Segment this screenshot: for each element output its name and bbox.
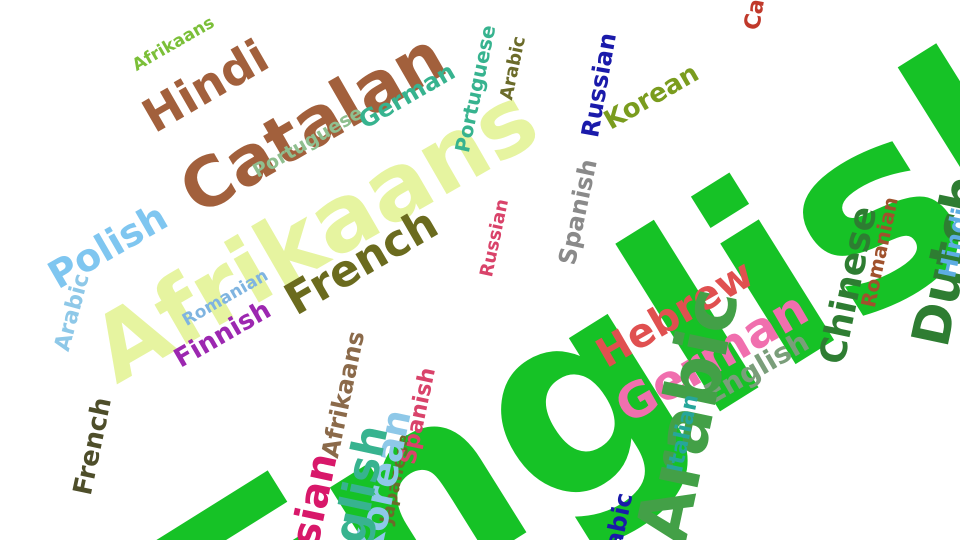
word-french-left: French xyxy=(68,394,118,498)
word-ca-corner: Ca xyxy=(740,0,771,32)
word-arabic-top: Arabic xyxy=(496,34,531,102)
